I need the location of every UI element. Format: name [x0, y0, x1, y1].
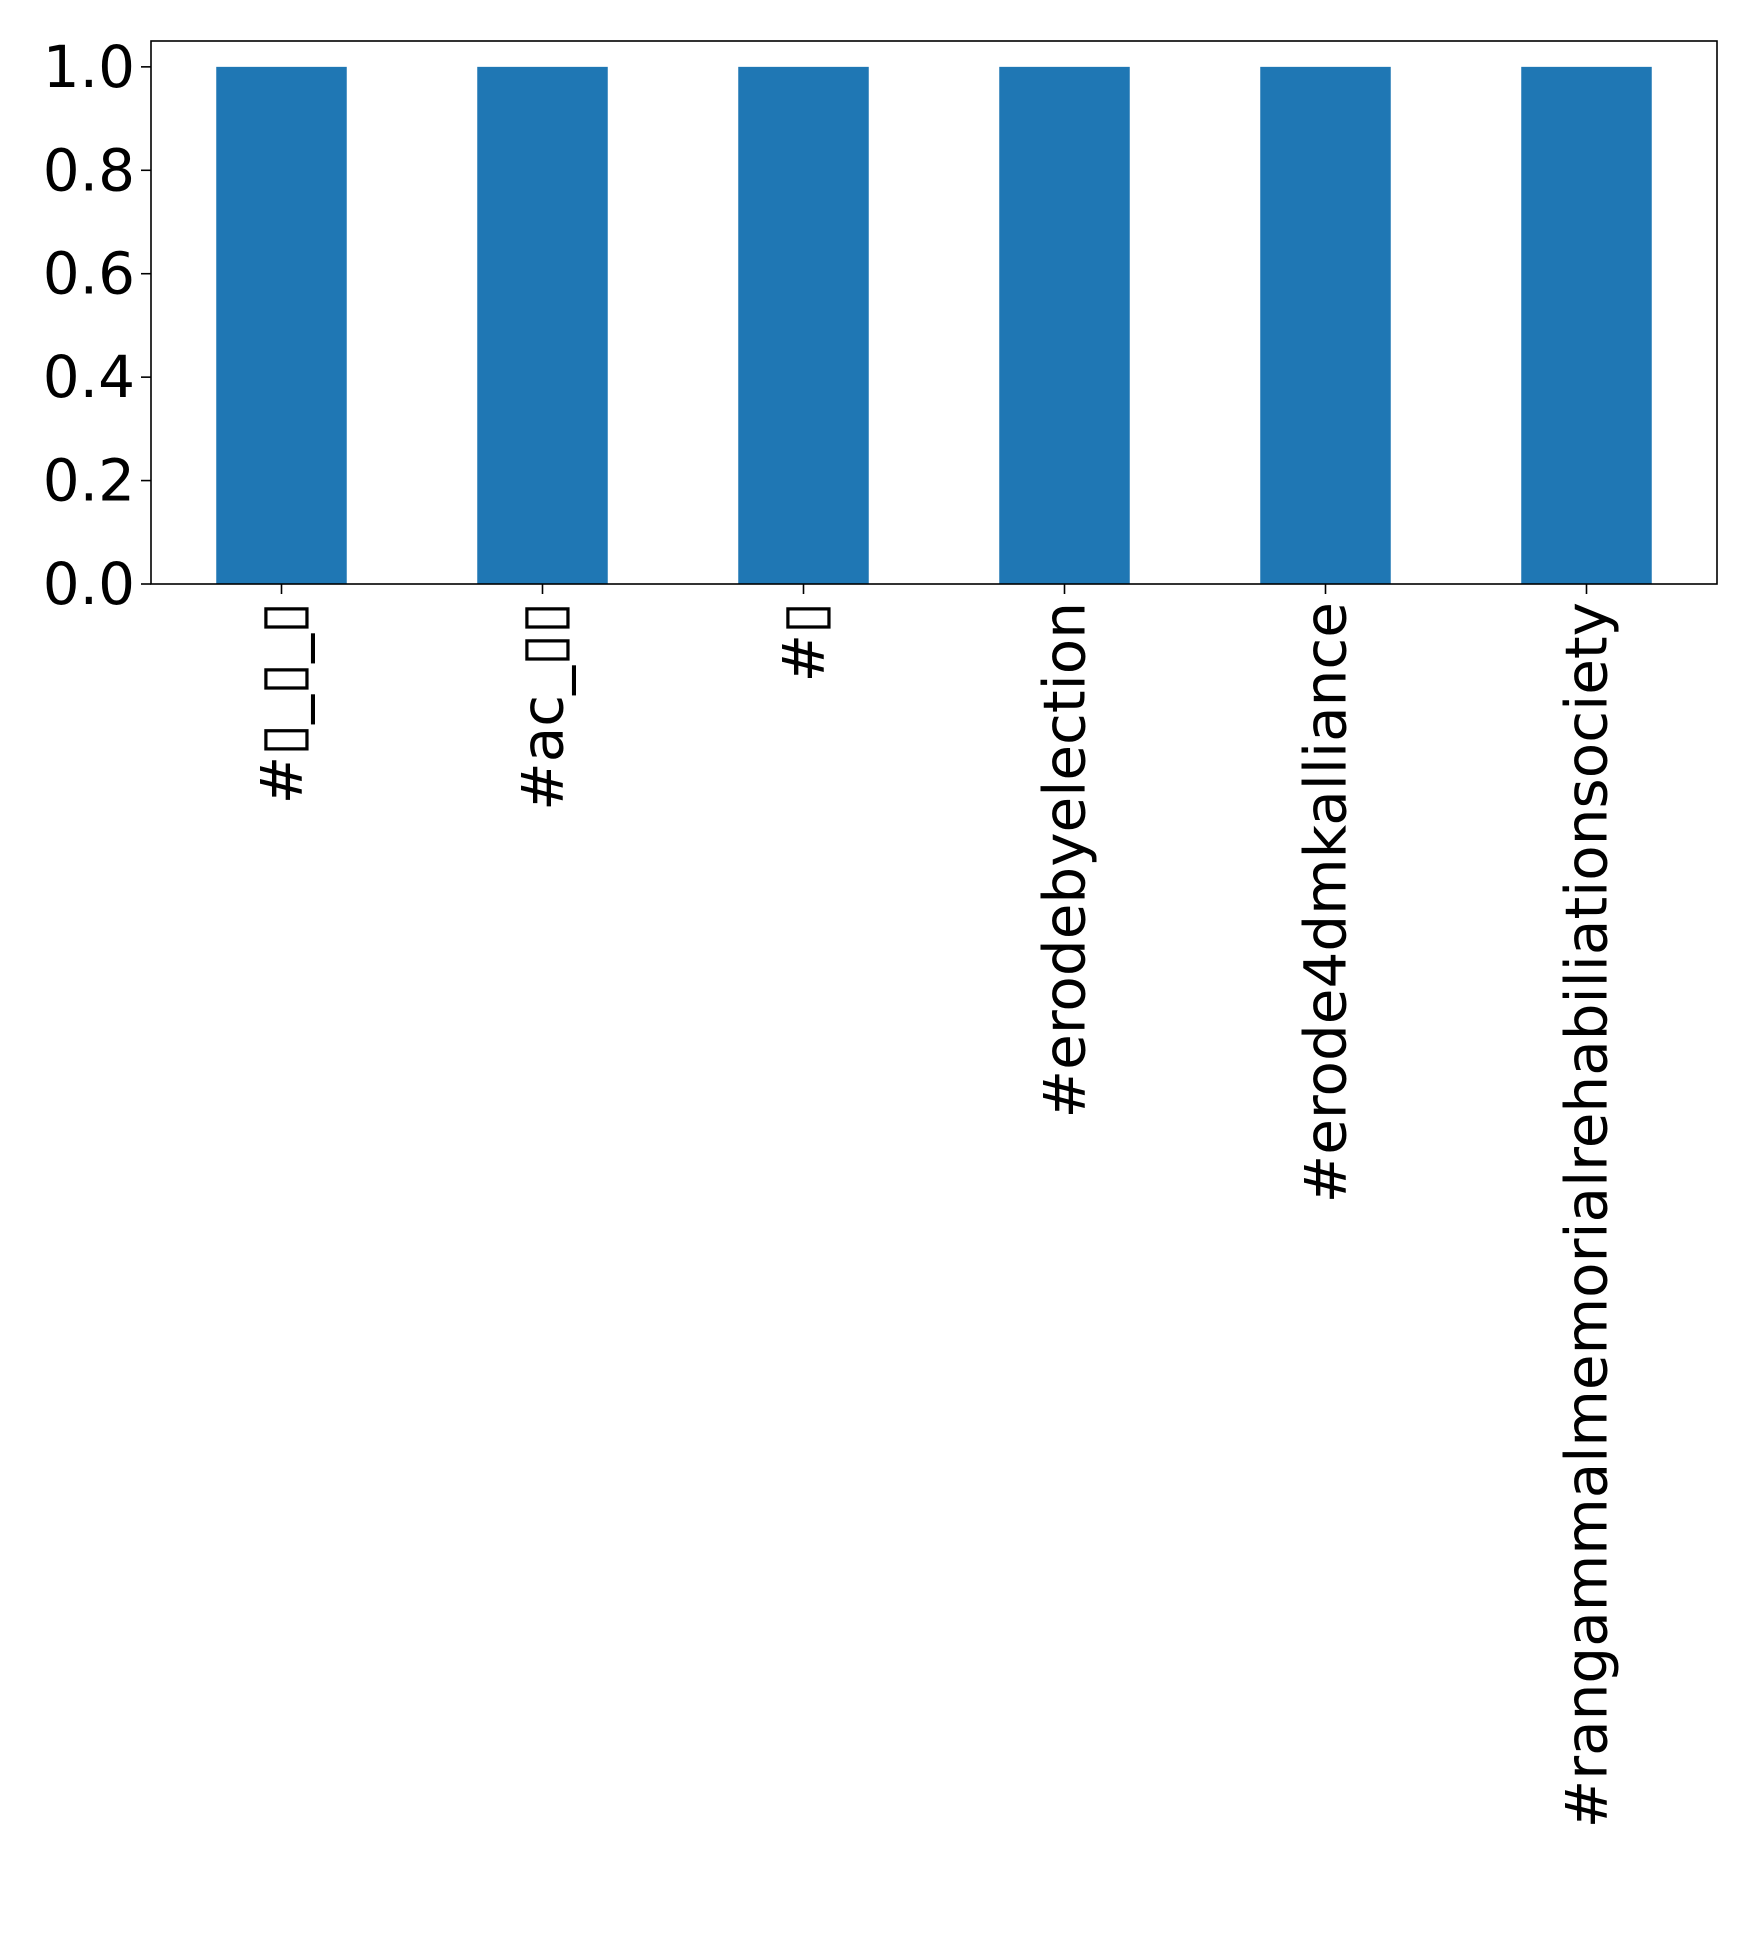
bar [738, 66, 869, 585]
y-tick-label: 0.8 [43, 136, 135, 204]
x-tick-label: #ac_▯▯ [509, 602, 577, 811]
bars-group [216, 66, 1652, 585]
bar [477, 66, 608, 585]
x-tick-label: #▯_▯_▯ [248, 602, 316, 804]
bar [216, 66, 347, 585]
x-axis: #▯_▯_▯ #ac_▯▯ #▯ #erodebyelection #erode4dmk… [248, 584, 1621, 1828]
y-axis: 0.0 0.2 0.4 0.6 0.8 1.0 [43, 33, 151, 618]
x-tick-label: #▯ [770, 602, 838, 683]
bar [1521, 66, 1652, 585]
y-tick-label: 1.0 [43, 33, 135, 101]
x-tick-label: #rangammalmemorialrehabiliationsociety [1553, 602, 1621, 1828]
plot-frame [150, 40, 1718, 585]
y-tick-label: 0.2 [43, 447, 135, 515]
x-tick-label: #erodebyelection [1031, 602, 1099, 1118]
bar [999, 66, 1130, 585]
y-tick-label: 0.4 [43, 343, 135, 411]
y-tick-label: 0.0 [43, 550, 135, 618]
y-tick-label: 0.6 [43, 240, 135, 308]
bar [1260, 66, 1391, 585]
x-tick-label: #erode4dmkalliance [1292, 602, 1360, 1203]
